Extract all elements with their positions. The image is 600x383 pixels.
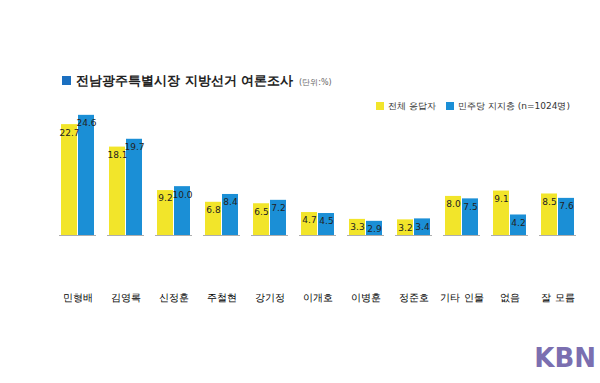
svg-text:9.1: 9.1 <box>494 194 508 204</box>
svg-text:22.7: 22.7 <box>59 127 79 137</box>
svg-text:3.4: 3.4 <box>415 222 430 232</box>
html-text:KBN: KBN <box>534 343 596 373</box>
svg-text:8.4: 8.4 <box>223 197 238 207</box>
svg-text:잘 모름: 잘 모름 <box>541 292 574 303</box>
html-text:전체 응답자: 전체 응답자 <box>388 101 437 111</box>
svg-text:18.1: 18.1 <box>107 150 128 160</box>
svg-text:7.2: 7.2 <box>271 203 285 213</box>
svg-text:3.3: 3.3 <box>350 222 364 232</box>
svg-text:3.2: 3.2 <box>398 223 412 233</box>
html-text:전남광주특별시장 지방선거 여론조사 (단위:%): 전남광주특별시장 지방선거 여론조사 (단위:%) <box>76 73 332 88</box>
svg-text:이병훈: 이병훈 <box>351 292 381 303</box>
svg-text:이개호: 이개호 <box>303 292 333 303</box>
svg-text:민형배: 민형배 <box>63 292 93 303</box>
svg-text:정준호: 정준호 <box>399 292 429 303</box>
svg-text:6.8: 6.8 <box>206 205 221 215</box>
svg-text:4.2: 4.2 <box>511 218 525 228</box>
svg-text:10.0: 10.0 <box>172 190 192 200</box>
svg-text:19.7: 19.7 <box>124 142 144 152</box>
svg-text:김영록: 김영록 <box>111 292 141 303</box>
svg-text:4.5: 4.5 <box>319 216 333 226</box>
svg-text:24.6: 24.6 <box>76 118 96 128</box>
svg-text:신정훈: 신정훈 <box>159 292 189 303</box>
svg-text:강기정: 강기정 <box>255 292 285 303</box>
html-text:민주당 지지층 (n=1024명): 민주당 지지층 (n=1024명) <box>458 101 570 111</box>
svg-text:없음: 없음 <box>500 292 520 303</box>
svg-text:기타 인물: 기타 인물 <box>440 292 483 303</box>
svg-text:8.0: 8.0 <box>446 199 461 209</box>
svg-text:7.5: 7.5 <box>463 202 477 212</box>
svg-text:주철현: 주철현 <box>207 292 237 303</box>
svg-text:7.6: 7.6 <box>559 201 574 211</box>
svg-text:4.7: 4.7 <box>302 215 316 225</box>
svg-text:9.2: 9.2 <box>158 193 172 203</box>
svg-text:2.9: 2.9 <box>367 224 382 234</box>
svg-text:8.5: 8.5 <box>542 197 556 207</box>
svg-text:6.5: 6.5 <box>254 207 268 217</box>
